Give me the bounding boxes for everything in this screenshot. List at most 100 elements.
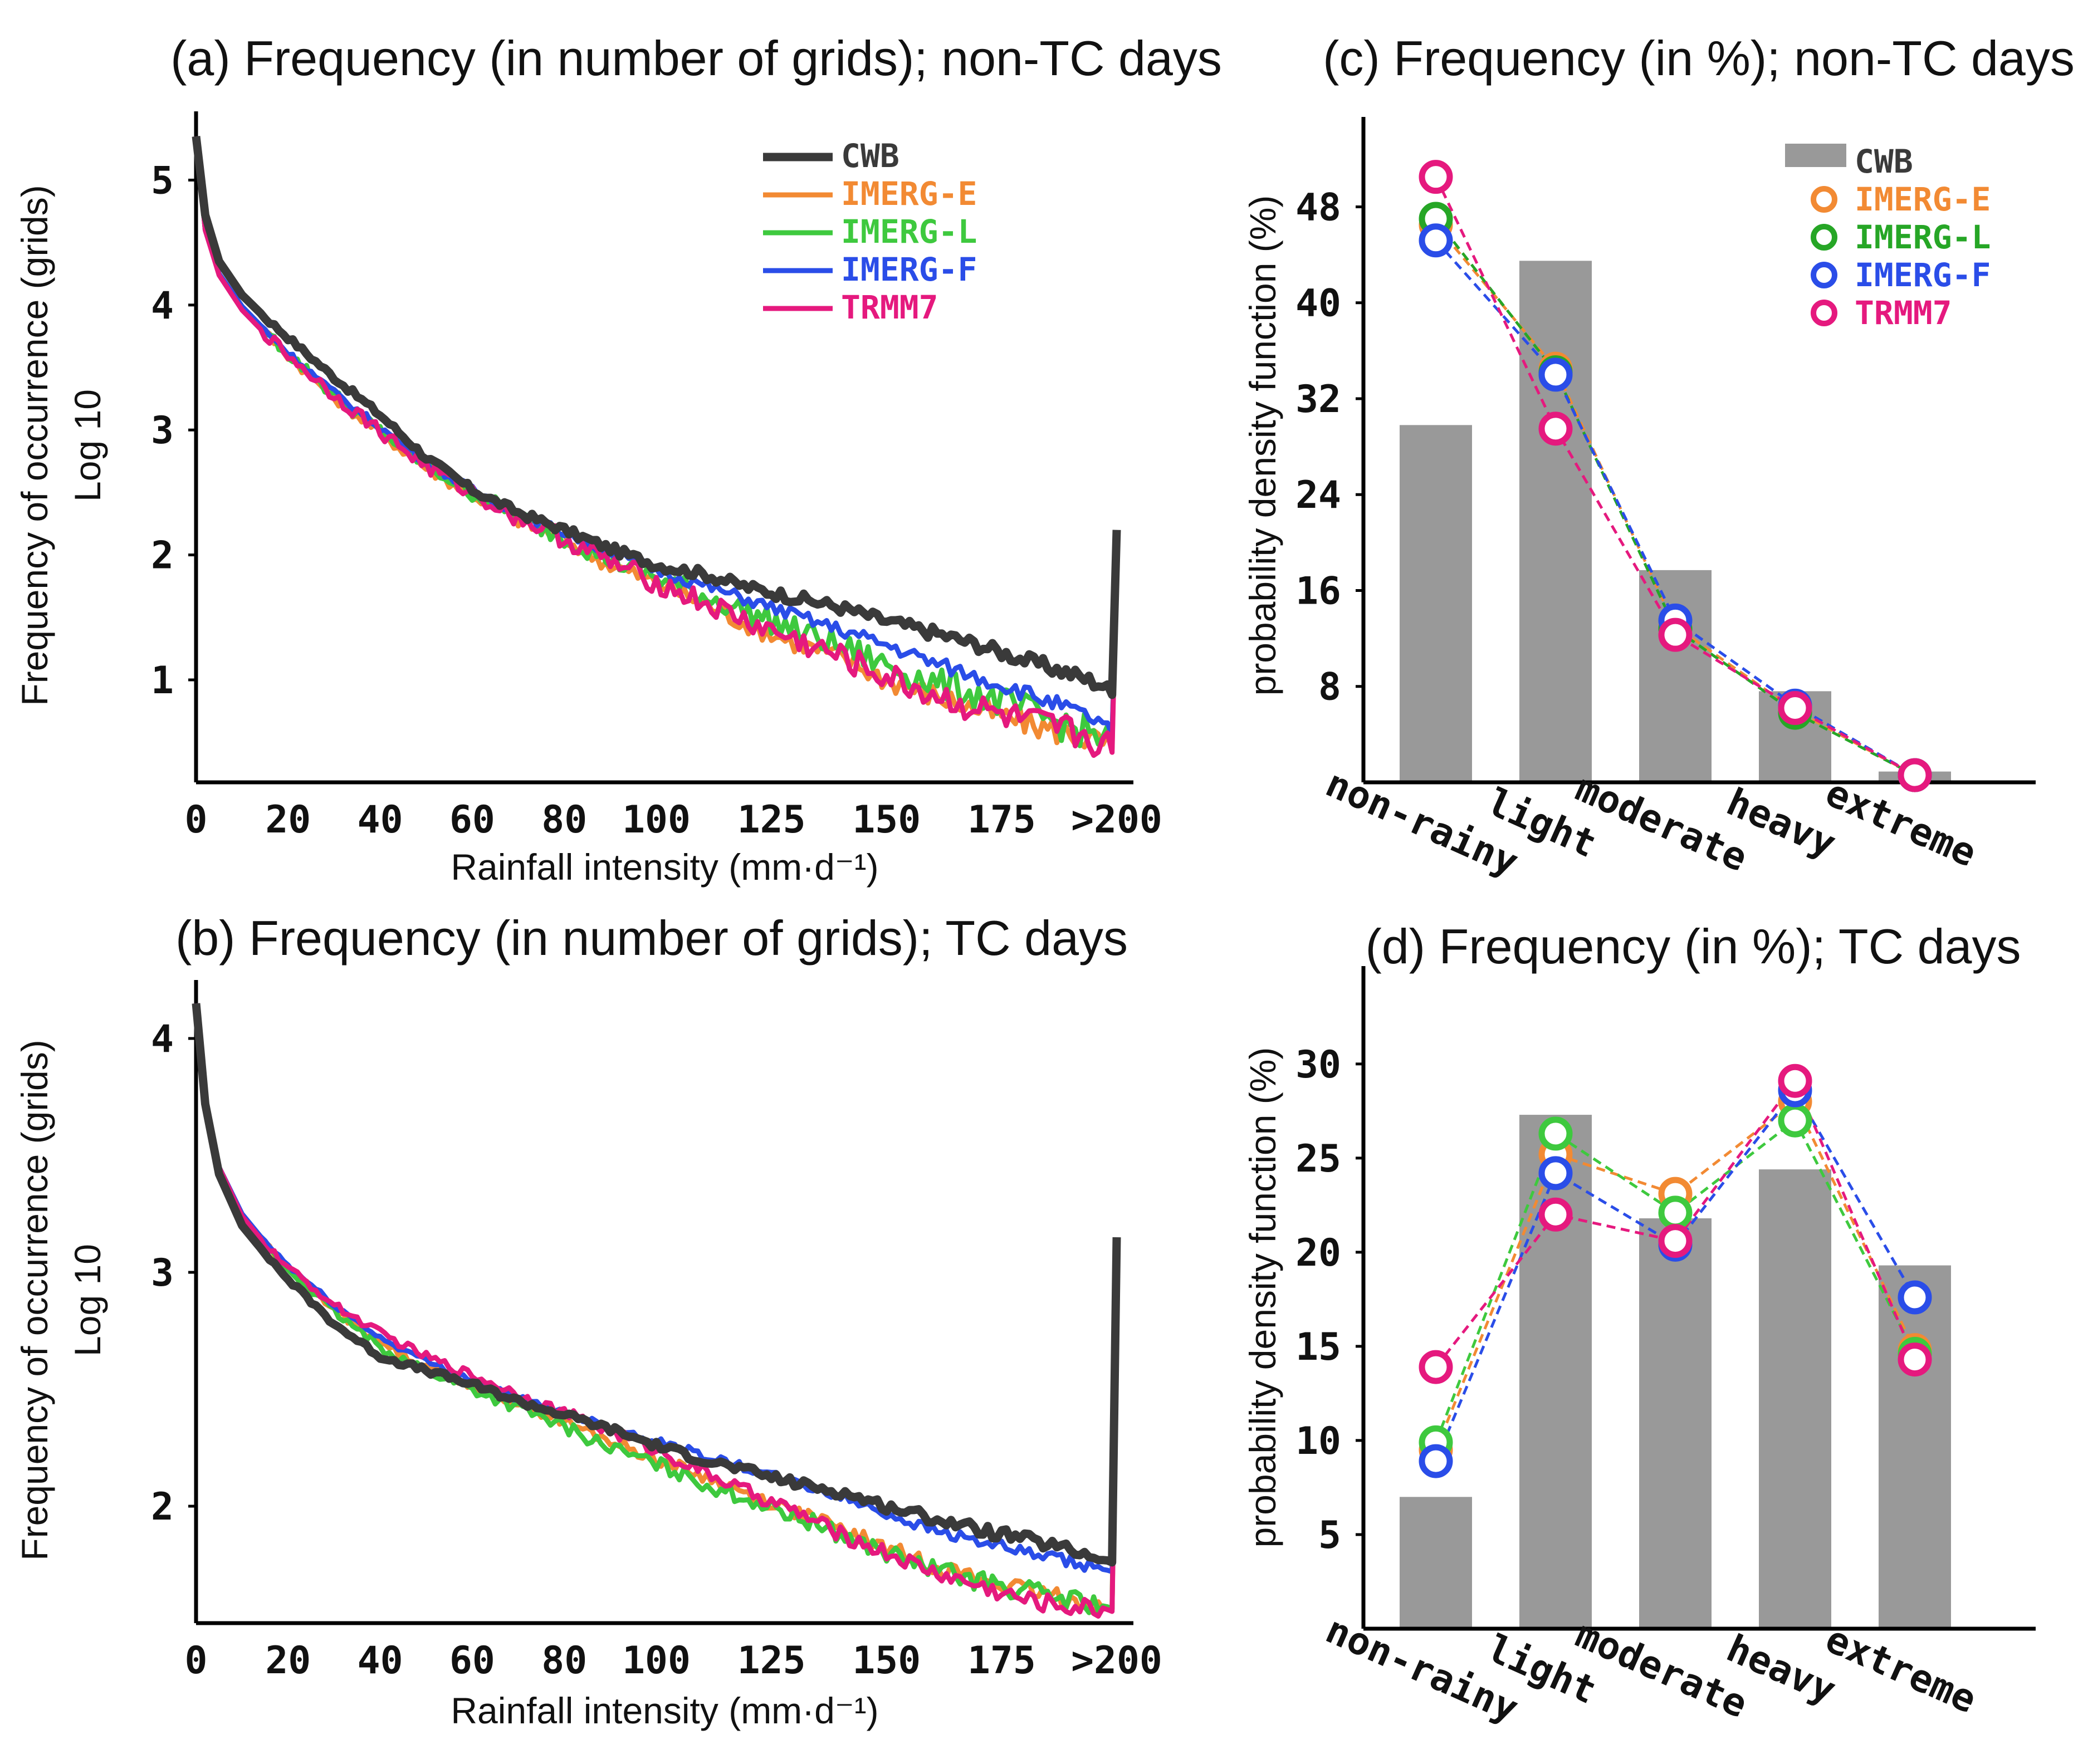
y-tick-label: 10: [1295, 1419, 1341, 1463]
series-line-imerg-e: [1434, 1099, 1916, 1451]
x-tick-label: >200: [1071, 798, 1162, 842]
legend-marker-imerg-f: [1811, 262, 1837, 288]
y-tick-label: 25: [1295, 1137, 1341, 1181]
legend-label-imerg-f: IMERG-F: [841, 251, 977, 288]
y-tick-label: 40: [1295, 282, 1341, 326]
legend-label-imerg-e: IMERG-E: [1855, 180, 1991, 218]
y-tick-label: 4: [151, 1017, 174, 1061]
series-line-trmm7: [193, 136, 1119, 758]
bar-cwb-non-rainy: [1400, 1497, 1472, 1629]
marker-imerg-l-heavy: [1778, 1103, 1812, 1138]
y-tick-label: 3: [151, 1251, 174, 1295]
marker-imerg-f-non-rainy: [1419, 223, 1453, 258]
legend-swatch-cwb: [1785, 144, 1846, 167]
marker-imerg-l-light: [1538, 1116, 1573, 1151]
x-tick-label: >200: [1071, 1639, 1162, 1683]
legend-label-imerg-f: IMERG-F: [1855, 256, 1991, 294]
series-line-imerg-l: [1434, 1118, 1916, 1443]
legend-label-cwb: CWB: [1855, 143, 1913, 180]
category-label-extreme: extreme: [1819, 1617, 1983, 1722]
panel-title: (c) Frequency (in %); non-TC days: [1323, 31, 2075, 86]
y-tick-label: 4: [151, 284, 174, 328]
legend-marker-imerg-e: [1811, 186, 1837, 213]
marker-trmm7-non-rainy: [1419, 160, 1453, 194]
x-tick-label: 60: [449, 1639, 495, 1683]
marker-imerg-f-light: [1538, 357, 1573, 392]
x-tick-label: 100: [622, 1639, 691, 1683]
marker-trmm7-extreme: [1898, 758, 1932, 792]
bar-cwb-non-rainy: [1400, 425, 1472, 782]
y-tick-label: 3: [151, 409, 174, 453]
legend-label-cwb: CWB: [841, 137, 899, 175]
series-line-cwb: [192, 136, 1121, 699]
y-axis-label: probability density function (%): [1242, 195, 1283, 696]
x-tick-label: 100: [622, 798, 691, 842]
x-tick-label: 150: [852, 1639, 921, 1683]
bar-cwb-extreme: [1879, 1265, 1951, 1629]
marker-trmm7-light: [1538, 1197, 1573, 1232]
y-axis-label-log: Log 10: [67, 389, 108, 502]
panel-title: (a) Frequency (in number of grids); non-…: [170, 31, 1222, 86]
bar-cwb-moderate: [1639, 1218, 1712, 1629]
x-tick-label: 175: [967, 1639, 1036, 1683]
y-axis-label: Frequency of occurrence (grids): [14, 185, 55, 705]
x-tick-label: 20: [265, 1639, 311, 1683]
series-line-trmm7: [1434, 176, 1916, 777]
x-tick-label: 150: [852, 798, 921, 842]
x-axis-label: Rainfall intensity (mm·d⁻¹): [451, 846, 878, 888]
x-tick-label: 20: [265, 798, 311, 842]
bar-cwb-moderate: [1639, 570, 1712, 782]
marker-trmm7-moderate: [1658, 618, 1693, 652]
bar-cwb-heavy: [1759, 1169, 1831, 1629]
marker-trmm7-heavy: [1778, 691, 1812, 726]
marker-trmm7-heavy: [1778, 1064, 1812, 1098]
series-line-cwb: [192, 1003, 1121, 1567]
series-line-trmm7: [193, 1003, 1119, 1619]
series-line-imerg-f: [193, 1003, 1119, 1575]
marker-trmm7-moderate: [1658, 1224, 1693, 1258]
x-tick-label: 125: [737, 798, 806, 842]
legend-marker-trmm7: [1811, 300, 1837, 326]
y-tick-label: 15: [1295, 1325, 1341, 1369]
y-tick-label: 5: [1318, 1513, 1341, 1557]
y-tick-label: 8: [1318, 665, 1341, 709]
y-tick-label: 2: [151, 534, 174, 578]
series-line-imerg-e: [193, 136, 1119, 751]
x-tick-label: 40: [358, 798, 403, 842]
x-tick-label: 80: [541, 798, 587, 842]
y-tick-label: 48: [1295, 185, 1341, 229]
y-tick-label: 32: [1295, 378, 1341, 422]
marker-imerg-f-light: [1538, 1156, 1573, 1190]
category-label-extreme: extreme: [1819, 771, 1983, 876]
x-tick-label: 125: [737, 1639, 806, 1683]
y-tick-label: 1: [151, 659, 174, 703]
x-tick-label: 0: [185, 1639, 208, 1683]
x-tick-label: 0: [185, 798, 208, 842]
x-tick-label: 80: [541, 1639, 587, 1683]
y-axis-label: probability density function (%): [1242, 1047, 1283, 1548]
legend-label-imerg-l: IMERG-L: [1855, 218, 1991, 256]
marker-imerg-l-moderate: [1658, 1195, 1693, 1230]
panel-title: (d) Frequency (in %); TC days: [1366, 919, 2021, 974]
panel-title: (b) Frequency (in number of grids); TC d…: [175, 910, 1128, 966]
y-axis-label-log: Log 10: [67, 1244, 108, 1356]
y-tick-label: 24: [1295, 473, 1341, 517]
marker-imerg-f-extreme: [1898, 1280, 1932, 1315]
y-tick-label: 20: [1295, 1231, 1341, 1275]
marker-trmm7-light: [1538, 411, 1573, 446]
bar-cwb-light: [1519, 1115, 1592, 1629]
y-tick-label: 5: [151, 159, 174, 203]
legend-marker-imerg-l: [1811, 224, 1837, 251]
x-axis-label: Rainfall intensity (mm·d⁻¹): [451, 1690, 878, 1731]
legend-label-imerg-e: IMERG-E: [841, 175, 977, 213]
marker-trmm7-non-rainy: [1419, 1350, 1453, 1384]
bar-cwb-light: [1519, 261, 1592, 782]
y-tick-label: 16: [1295, 569, 1341, 613]
legend-label-imerg-l: IMERG-L: [841, 213, 977, 251]
y-axis-label: Frequency of occurrence (grids): [14, 1040, 55, 1560]
marker-imerg-f-non-rainy: [1419, 1444, 1453, 1478]
y-tick-label: 2: [151, 1485, 174, 1529]
marker-trmm7-extreme: [1898, 1342, 1932, 1377]
x-tick-label: 60: [449, 798, 495, 842]
